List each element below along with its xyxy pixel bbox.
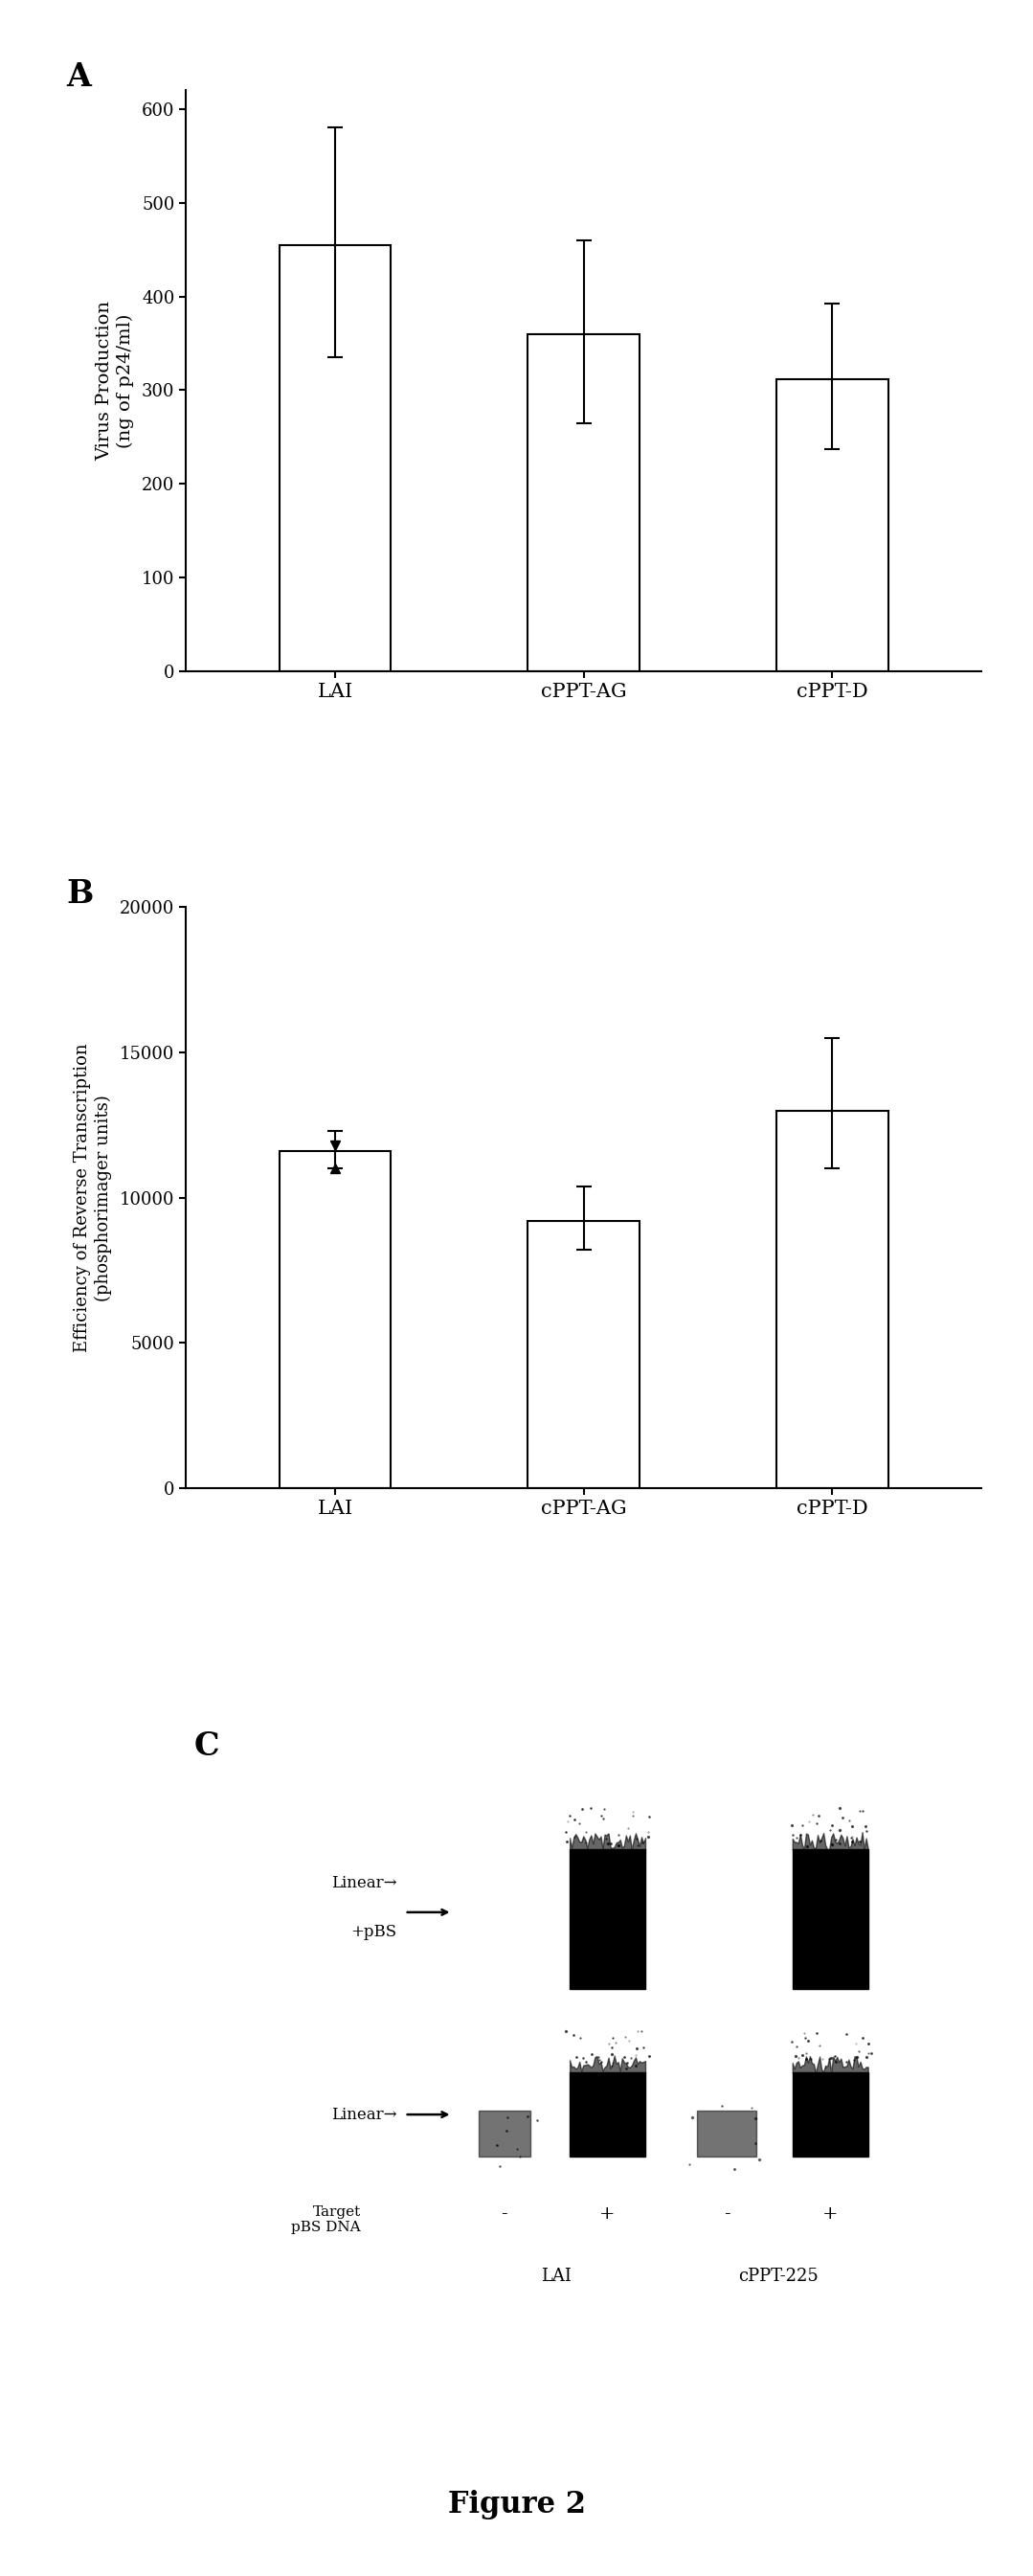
- Text: cPPT-225: cPPT-225: [739, 2267, 818, 2285]
- Text: Target
pBS DNA: Target pBS DNA: [291, 2205, 361, 2233]
- Text: C: C: [194, 1731, 219, 1762]
- Bar: [792, 1850, 868, 1989]
- Text: Linear→: Linear→: [332, 1875, 397, 1891]
- Bar: [697, 2110, 756, 2156]
- Bar: [570, 2074, 646, 2156]
- Bar: [570, 1850, 646, 1989]
- Text: A: A: [67, 62, 91, 93]
- Text: +: +: [822, 2205, 838, 2223]
- Bar: [279, 1151, 392, 1489]
- Text: -: -: [501, 2205, 507, 2223]
- Bar: [478, 2110, 530, 2156]
- Y-axis label: Virus Production
(ng of p24/ml): Virus Production (ng of p24/ml): [96, 301, 133, 461]
- Text: +: +: [599, 2205, 616, 2223]
- Text: -: -: [724, 2205, 730, 2223]
- Text: Figure 2: Figure 2: [447, 2488, 586, 2519]
- Y-axis label: Efficiency of Reverse Transcription
(phosphorimager units): Efficiency of Reverse Transcription (pho…: [74, 1043, 112, 1352]
- Bar: [279, 245, 392, 672]
- Text: +pBS: +pBS: [350, 1924, 397, 1940]
- Text: LAI: LAI: [540, 2267, 571, 2285]
- Bar: [776, 379, 888, 672]
- Bar: [776, 1110, 888, 1489]
- Bar: [528, 1221, 639, 1489]
- Text: B: B: [67, 878, 94, 909]
- Text: Linear→: Linear→: [332, 2107, 397, 2123]
- Bar: [792, 2074, 868, 2156]
- Bar: [528, 335, 639, 672]
